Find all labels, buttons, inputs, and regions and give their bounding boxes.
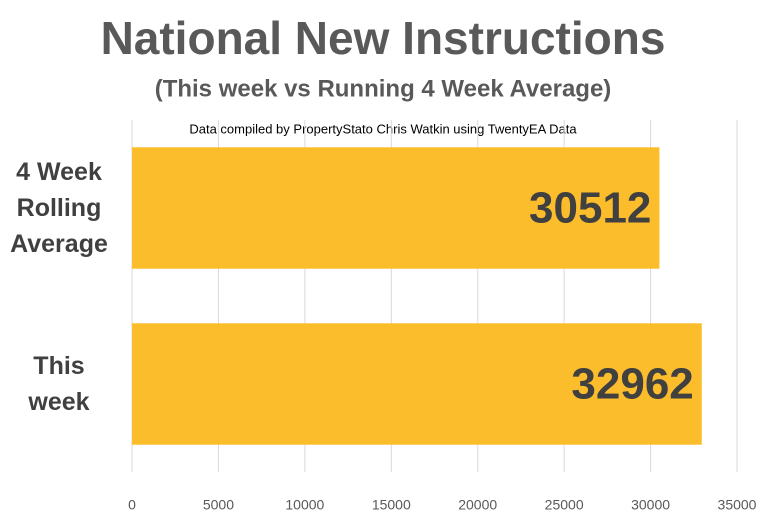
x-tick-label: 30000 [631,497,670,513]
chart-subtitle: (This week vs Running 4 Week Average) [155,75,612,102]
x-tick-label: 25000 [545,497,584,513]
x-tick-label: 15000 [372,497,411,513]
data-label: 30512 [529,184,651,233]
bar [132,323,702,445]
x-tick-label: 10000 [285,497,324,513]
y-tick-label: This week [28,352,90,416]
y-tick-label: 4 Week Rolling Average [10,158,108,258]
chart-title: National New Instructions [101,12,666,64]
x-tick-label: 20000 [458,497,497,513]
data-label: 32962 [571,360,693,409]
bar [132,147,660,269]
x-tick-label: 5000 [203,497,234,513]
x-tick-label: 35000 [718,497,757,513]
x-tick-label: 0 [128,497,136,513]
annotation: Data compiled by PropertyStato Chris Wat… [189,121,577,136]
